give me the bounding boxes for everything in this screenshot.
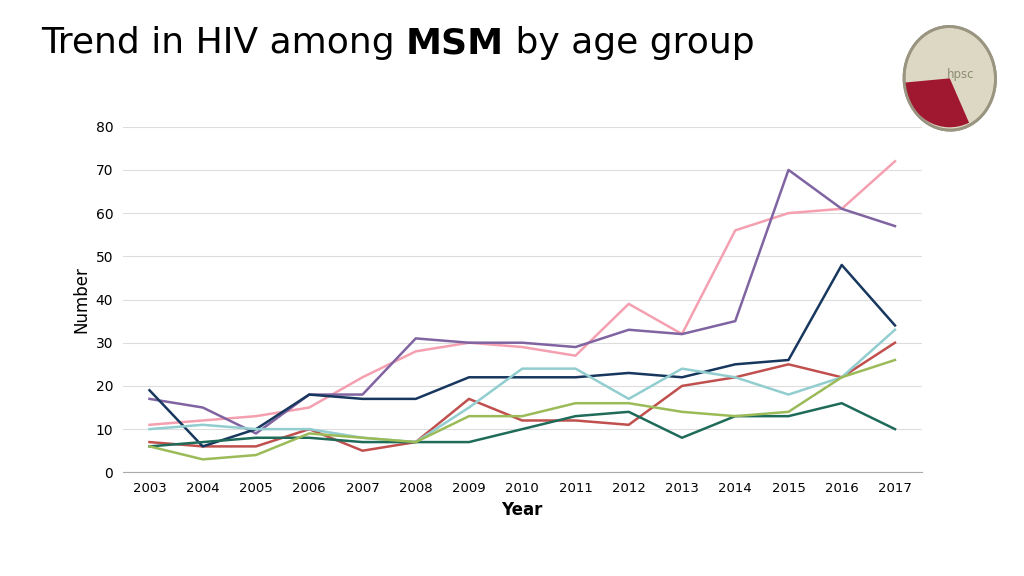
X-axis label: Year: Year bbox=[502, 501, 543, 518]
Legend: 15-24, 25-29, 30-34, 35-39, 40-44, 45-49, 50+: 15-24, 25-29, 30-34, 35-39, 40-44, 45-49… bbox=[213, 573, 831, 576]
Y-axis label: Number: Number bbox=[72, 266, 90, 333]
Text: by age group: by age group bbox=[504, 26, 755, 60]
Text: hpsc: hpsc bbox=[947, 69, 974, 81]
Wedge shape bbox=[904, 78, 969, 127]
Ellipse shape bbox=[904, 26, 995, 130]
Text: Trend in HIV among: Trend in HIV among bbox=[41, 26, 407, 60]
Text: 8: 8 bbox=[986, 559, 995, 574]
Text: MSM: MSM bbox=[407, 26, 504, 60]
